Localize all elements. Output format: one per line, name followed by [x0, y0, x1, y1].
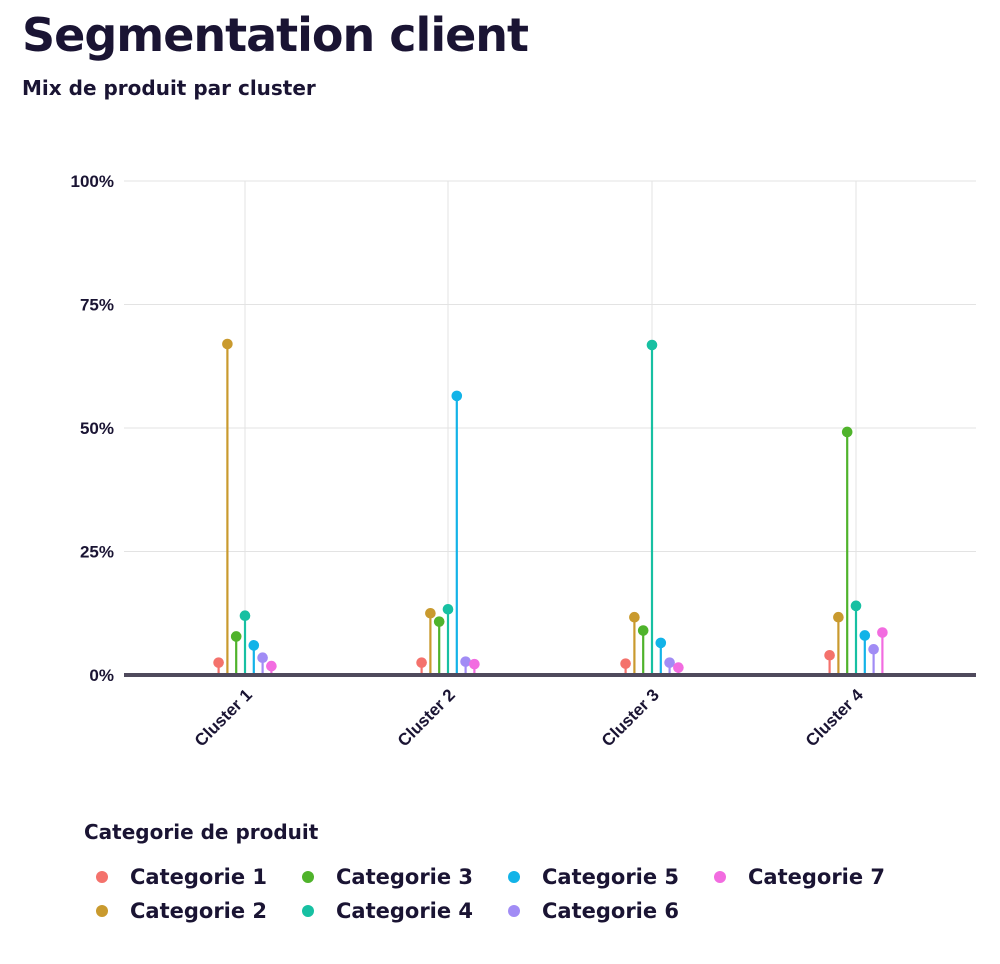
lollipop-point	[469, 658, 480, 670]
lollipop-point	[833, 611, 844, 623]
legend-color-dot	[96, 871, 108, 883]
lollipop-point	[425, 607, 436, 619]
legend-color-dot	[302, 871, 314, 883]
legend-item: Categorie 7	[714, 862, 885, 892]
lollipop-point	[222, 338, 233, 350]
legend-label: Categorie 6	[542, 899, 680, 923]
lollipop-point	[841, 426, 853, 438]
legend-title: Categorie de produit	[84, 820, 319, 844]
legend-color-dot	[508, 905, 520, 917]
legend-color-dot	[508, 871, 520, 883]
lollipop-point	[824, 649, 835, 661]
lollipop-point	[248, 640, 260, 651]
legend-color-dot	[714, 871, 726, 883]
lollipop-point	[451, 390, 463, 402]
x-tick-label: Cluster 2	[394, 685, 459, 750]
legend-label: Categorie 5	[542, 865, 680, 889]
legend-item: Categorie 6	[508, 896, 679, 926]
lollipop-point	[620, 658, 631, 669]
y-tick-label: 25%	[80, 543, 114, 562]
lollipop-point	[416, 657, 427, 668]
lollipop-point	[629, 611, 640, 623]
x-tick-label: Cluster 3	[598, 685, 663, 750]
lollipop-point	[433, 616, 445, 627]
lollipop-point	[460, 656, 471, 667]
lollipop-point	[868, 644, 879, 655]
legend-item: Categorie 1	[96, 862, 267, 892]
legend-color-dot	[302, 905, 314, 917]
legend-color-dot	[96, 905, 108, 917]
lollipop-point	[877, 627, 888, 638]
legend-label: Categorie 1	[130, 865, 268, 889]
lollipop-point	[664, 657, 675, 668]
lollipop-point	[646, 339, 658, 351]
lollipop-point	[850, 600, 862, 612]
chart-title: Segmentation client	[22, 8, 529, 62]
y-tick-label: 75%	[80, 296, 114, 315]
lollipop-point	[442, 603, 454, 615]
y-tick-label: 100%	[71, 172, 114, 191]
legend-label: Categorie 2	[130, 899, 268, 923]
legend-item: Categorie 3	[302, 862, 473, 892]
lollipop-point	[637, 625, 649, 636]
lollipop-point	[257, 652, 268, 664]
legend-item: Categorie 2	[96, 896, 267, 926]
lollipop-point	[673, 662, 684, 673]
lollipop-point	[213, 657, 224, 668]
x-tick-label: Cluster 4	[802, 685, 867, 750]
lollipop-point	[655, 637, 667, 649]
y-tick-label: 0%	[89, 666, 114, 685]
lollipop-point	[859, 630, 871, 641]
legend-item: Categorie 5	[508, 862, 679, 892]
lollipop-point	[239, 610, 251, 622]
legend: Categorie 1 Categorie 2 Categorie 3 Categor…	[96, 865, 976, 936]
lollipop-chart: 0% 25% 50% 75% 100% Cluster 1 Cluster 2 Cluster…	[71, 172, 976, 750]
chart-subtitle: Mix de produit par cluster	[22, 76, 316, 100]
y-tick-label: 50%	[80, 419, 114, 438]
legend-label: Categorie 7	[748, 865, 886, 889]
legend-label: Categorie 4	[336, 899, 474, 923]
lollipop-point	[266, 660, 277, 672]
legend-item: Categorie 4	[302, 896, 473, 926]
x-tick-label: Cluster 1	[191, 685, 256, 750]
legend-label: Categorie 3	[336, 865, 474, 889]
lollipop-point	[230, 631, 242, 642]
